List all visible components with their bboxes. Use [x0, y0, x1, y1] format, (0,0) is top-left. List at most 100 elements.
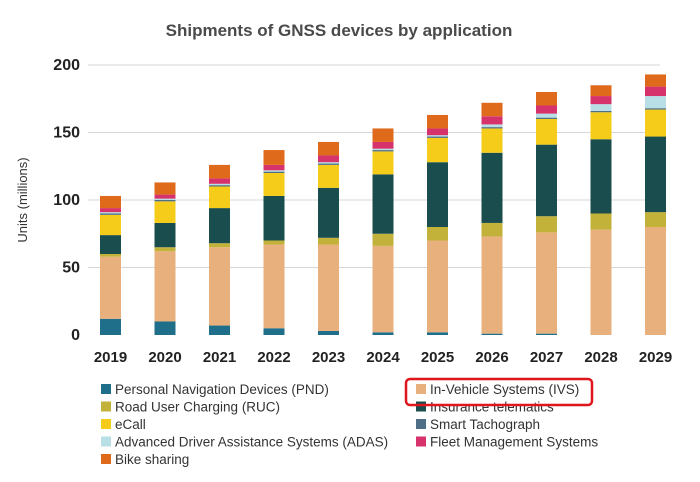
bars	[100, 74, 666, 335]
y-tick-label: 0	[71, 327, 80, 344]
x-tick-label: 2027	[530, 349, 563, 366]
bar-segment	[318, 330, 339, 335]
bar-segment	[536, 216, 557, 233]
bar-segment	[536, 119, 557, 145]
bar-segment	[372, 148, 394, 151]
bar-segment	[263, 171, 285, 173]
bar-segment	[590, 112, 612, 140]
x-tick-label: 2026	[475, 349, 508, 366]
x-tick-label: 2021	[203, 349, 236, 366]
bar-segment	[318, 187, 339, 238]
bar-segment	[590, 96, 612, 105]
bar-segment	[536, 333, 557, 335]
bar-segment	[209, 164, 230, 179]
x-tick-label: 2022	[257, 349, 290, 366]
legend-label: Fleet Management Systems	[430, 435, 598, 450]
x-tick-label: 2019	[94, 349, 127, 366]
bar-segment	[645, 96, 666, 109]
bar-segment	[100, 235, 121, 254]
y-tick-labels: 0 50 100 150 200	[53, 57, 80, 344]
bar-segment	[209, 186, 230, 209]
bar-segment	[263, 173, 285, 196]
bar-segment	[263, 328, 285, 335]
bar-segment	[481, 333, 503, 335]
bar-segment	[427, 128, 448, 136]
legend-label: Smart Tachograph	[430, 417, 540, 432]
legend-swatch	[101, 384, 111, 394]
bar-segment	[645, 109, 666, 137]
legend-label: Advanced Driver Assistance Systems (ADAS…	[115, 435, 388, 450]
bar-segment	[481, 236, 503, 334]
bar-segment	[154, 247, 176, 252]
bar-segment	[427, 114, 448, 129]
bar-segment	[645, 212, 666, 227]
bar-segment	[481, 128, 503, 153]
bar-segment	[154, 198, 176, 200]
legend-label: Bike sharing	[115, 452, 189, 467]
bar-segment	[645, 108, 666, 110]
bar-segment	[318, 237, 339, 245]
bar-segment	[590, 139, 612, 214]
bar-segment	[590, 213, 612, 230]
bar-segment	[372, 245, 394, 333]
bar-segment	[209, 208, 230, 244]
bar-segment	[427, 227, 448, 241]
bar-segment	[209, 183, 230, 186]
x-tick-labels: 2019 2020 2021 2022 2023 2024 2025 2026 2027 2028…	[94, 349, 672, 366]
bar-segment	[372, 128, 394, 142]
y-tick-label: 150	[53, 125, 80, 142]
bar-segment	[427, 135, 448, 137]
bar-segment	[372, 151, 394, 175]
chart-title: Shipments of GNSS devices by application	[166, 21, 513, 40]
bar-segment	[154, 200, 176, 202]
bar-segment	[263, 164, 285, 171]
x-tick-label: 2029	[639, 349, 672, 366]
bar-segment	[100, 256, 121, 319]
bar-segment	[427, 332, 448, 335]
legend-label: Road User Charging (RUC)	[115, 400, 280, 415]
legend-label: In-Vehicle Systems (IVS)	[430, 382, 579, 397]
bar-segment	[372, 233, 394, 246]
legend-swatch	[101, 436, 111, 447]
bar-segment	[372, 141, 394, 149]
x-tick-label: 2024	[366, 349, 400, 366]
bar-segment	[372, 174, 394, 234]
bar-segment	[154, 201, 176, 223]
bar-segment	[100, 213, 121, 215]
bar-segment	[209, 178, 230, 184]
bar-segment	[427, 240, 448, 333]
y-tick-label: 50	[62, 260, 80, 277]
bar-segment	[318, 155, 339, 163]
legend-swatch	[101, 454, 111, 464]
legend-swatch	[101, 401, 111, 412]
bar-segment	[263, 195, 285, 241]
bar-segment	[536, 117, 557, 119]
legend-swatch	[416, 419, 426, 429]
bar-segment	[372, 332, 394, 335]
x-tick-label: 2023	[312, 349, 345, 366]
x-tick-label: 2028	[584, 349, 617, 366]
bar-segment	[318, 141, 339, 156]
bar-segment	[209, 243, 230, 248]
bar-segment	[154, 321, 176, 335]
legend-label: eCall	[115, 417, 146, 432]
bar-segment	[481, 116, 503, 125]
legend: Personal Navigation Devices (PND) In-Vehi…	[101, 382, 598, 467]
bar-segment	[318, 244, 339, 331]
bar-segment	[209, 247, 230, 326]
bar-segment	[590, 229, 612, 335]
bar-segment	[536, 232, 557, 334]
y-tick-label: 100	[53, 192, 80, 209]
bar-segment	[100, 318, 121, 335]
bar-segment	[154, 251, 176, 322]
legend-label: Personal Navigation Devices (PND)	[115, 382, 329, 397]
legend-highlight-box	[404, 377, 594, 407]
bar-segment	[100, 214, 121, 236]
bar-segment	[590, 85, 612, 97]
bar-segment	[263, 150, 285, 165]
bar-segment	[481, 127, 503, 129]
bar-segment	[481, 102, 503, 117]
bar-segment	[481, 152, 503, 223]
bar-segment	[536, 113, 557, 118]
